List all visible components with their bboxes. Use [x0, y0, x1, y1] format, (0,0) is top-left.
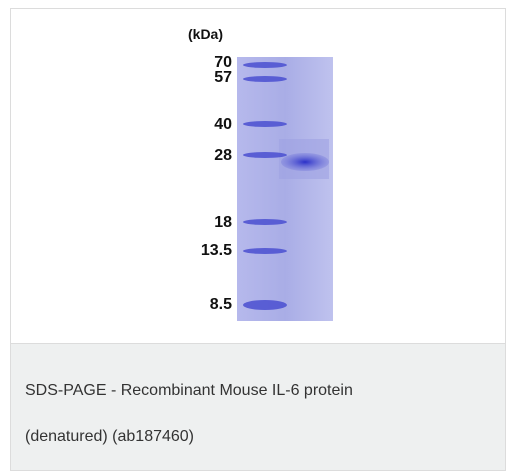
marker-band — [243, 76, 287, 82]
marker-label: 40 — [214, 116, 232, 133]
caption: SDS-PAGE - Recombinant Mouse IL-6 protei… — [11, 343, 505, 470]
marker-band — [243, 121, 287, 127]
page: (kDa) 705740281813.58.5 SDS-PAGE - Recom… — [0, 0, 507, 472]
marker-label: 18 — [214, 214, 232, 231]
marker-band — [243, 152, 287, 158]
marker-band — [243, 248, 287, 254]
caption-line: SDS-PAGE - Recombinant Mouse IL-6 protei… — [25, 382, 353, 400]
unit-label: (kDa) — [188, 26, 223, 42]
marker-label: 8.5 — [210, 296, 232, 313]
marker-band — [243, 62, 287, 68]
sample-band — [281, 153, 329, 171]
caption-line: (denatured) (ab187460) — [25, 428, 194, 446]
marker-label: 13.5 — [201, 242, 232, 259]
marker-band — [243, 219, 287, 225]
marker-band — [243, 300, 287, 310]
gel-background — [237, 57, 333, 321]
marker-label: 28 — [214, 147, 232, 164]
marker-label: 57 — [214, 69, 232, 86]
